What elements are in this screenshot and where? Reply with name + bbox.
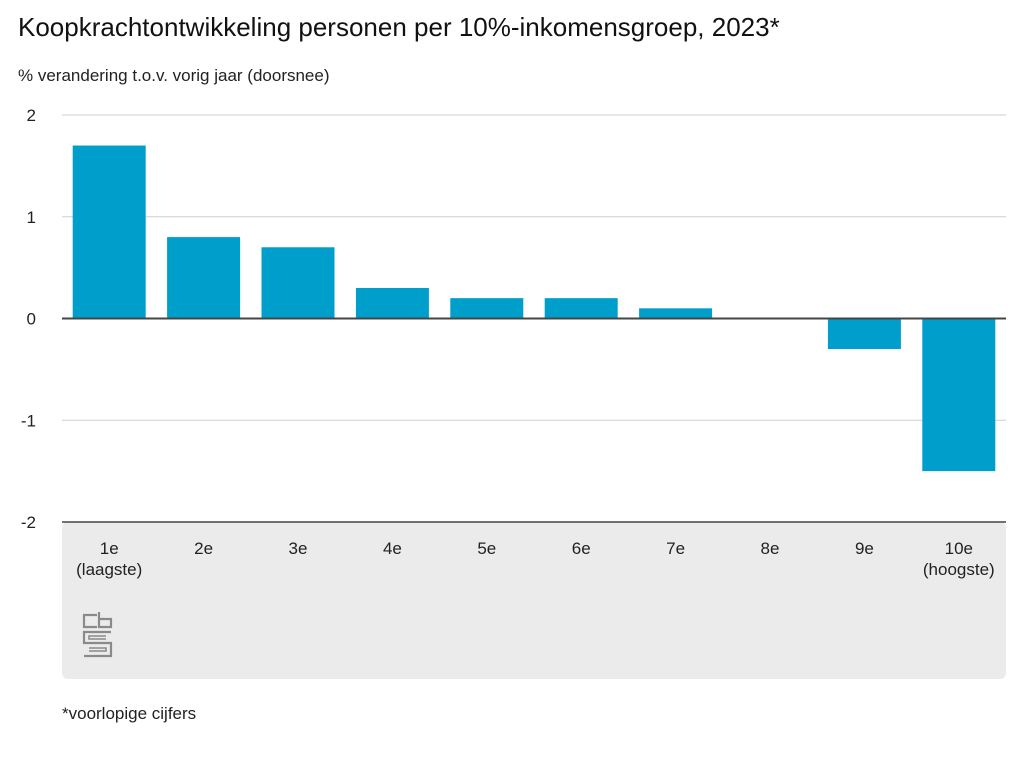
x-tick-label: 3e [289,539,308,558]
bar [827,318,901,350]
cbs-logo-icon [82,612,113,658]
x-tick-label: 6e [572,539,591,558]
y-tick-label: 1 [27,208,36,227]
bar [261,247,335,319]
y-tick-labels: 2 1 0 -1 -2 [21,106,36,532]
category-panel [62,522,1006,679]
x-tick-labels: 1e (laagste) 2e 3e 4e 5e 6e 7e 8e 9e 10e (hoogste) [76,539,995,579]
y-tick-label: -1 [21,411,36,430]
x-tick-label: 9e [855,539,874,558]
bar [922,318,996,472]
y-tick-label: -2 [21,513,36,532]
x-tick-label: 2e [194,539,213,558]
x-tick-label: 8e [761,539,780,558]
bar [639,308,713,319]
bar [450,298,524,319]
chart-title: Koopkrachtontwikkeling personen per 10%-… [18,12,780,42]
y-tick-label: 2 [27,106,36,125]
bar [167,237,241,319]
bars [62,145,1006,523]
bar [355,287,429,319]
x-tick-label: 7e [666,539,685,558]
x-tick-label: 4e [383,539,402,558]
x-tick-label: 10e (hoogste) [923,539,995,579]
y-axis-label: % verandering t.o.v. vorig jaar (doorsne… [18,66,330,85]
x-tick-label: 5e [477,539,496,558]
footnote: *voorlopige cijfers [62,704,197,723]
x-tick-label: 1e (laagste) [76,539,142,579]
bar [544,298,618,319]
y-tick-label: 0 [27,310,36,329]
bar [72,145,146,319]
